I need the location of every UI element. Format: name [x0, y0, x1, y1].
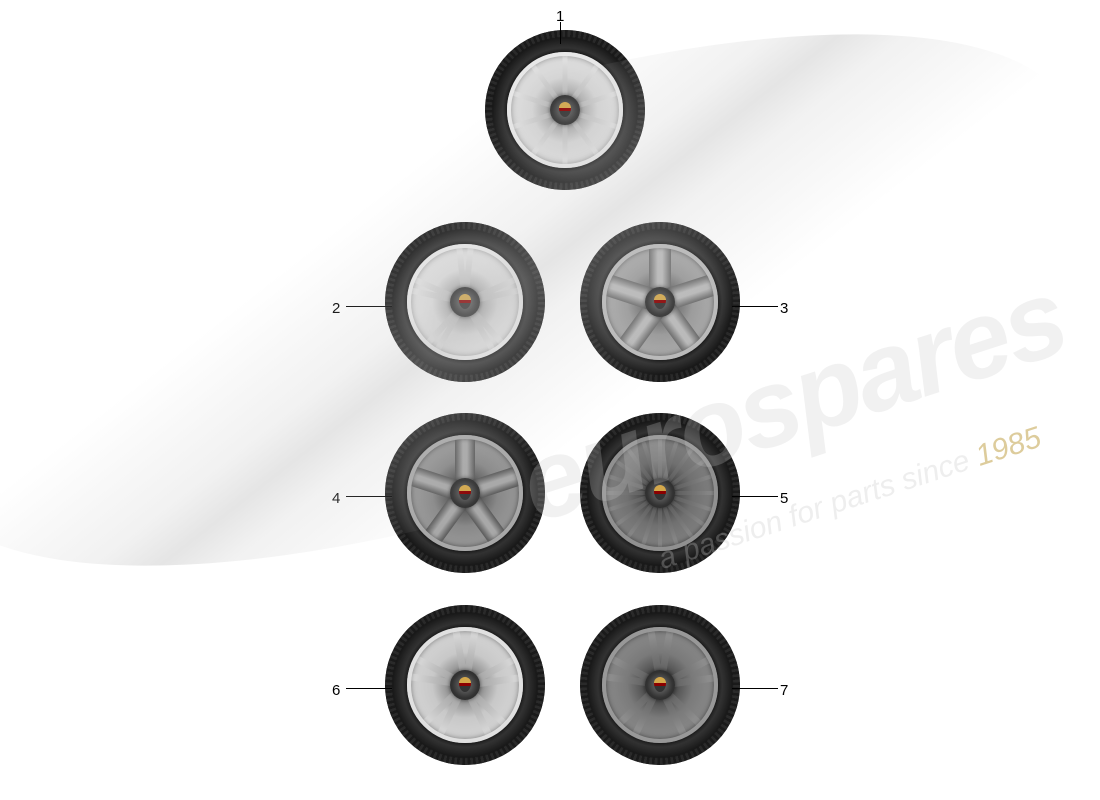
tire-icon — [580, 605, 740, 765]
hub-crest-icon — [450, 478, 480, 508]
tire-icon — [580, 222, 740, 382]
wheel-2 — [385, 222, 545, 382]
rim-icon — [407, 435, 522, 550]
wheel-7 — [580, 605, 740, 765]
tire-icon — [485, 30, 645, 190]
rim-icon — [602, 627, 717, 742]
wheel-5 — [580, 413, 740, 573]
hub-crest-icon — [550, 95, 580, 125]
rim-icon — [507, 52, 622, 167]
hub-crest-icon — [645, 670, 675, 700]
rim-icon — [602, 435, 717, 550]
tire-icon — [385, 222, 545, 382]
callout-label-3: 3 — [780, 300, 788, 317]
tire-icon — [580, 413, 740, 573]
wheel-4 — [385, 413, 545, 573]
callout-line — [732, 688, 778, 689]
wheel-3 — [580, 222, 740, 382]
wheel-1 — [485, 30, 645, 190]
rim-icon — [407, 627, 522, 742]
callout-line — [732, 306, 778, 307]
hub-crest-icon — [450, 287, 480, 317]
hub-crest-icon — [645, 478, 675, 508]
tire-icon — [385, 605, 545, 765]
callout-line — [560, 22, 561, 44]
callout-label-6: 6 — [332, 682, 340, 699]
callout-line — [346, 688, 392, 689]
callout-label-4: 4 — [332, 490, 340, 507]
callout-line — [732, 496, 778, 497]
callout-label-5: 5 — [780, 490, 788, 507]
hub-crest-icon — [645, 287, 675, 317]
tire-icon — [385, 413, 545, 573]
callout-line — [346, 306, 392, 307]
wheel-6 — [385, 605, 545, 765]
hub-crest-icon — [450, 670, 480, 700]
callout-line — [346, 496, 392, 497]
rim-icon — [602, 244, 717, 359]
watermark-tagline-year: 1985 — [971, 421, 1045, 473]
callout-label-2: 2 — [332, 300, 340, 317]
rim-icon — [407, 244, 522, 359]
callout-label-7: 7 — [780, 682, 788, 699]
